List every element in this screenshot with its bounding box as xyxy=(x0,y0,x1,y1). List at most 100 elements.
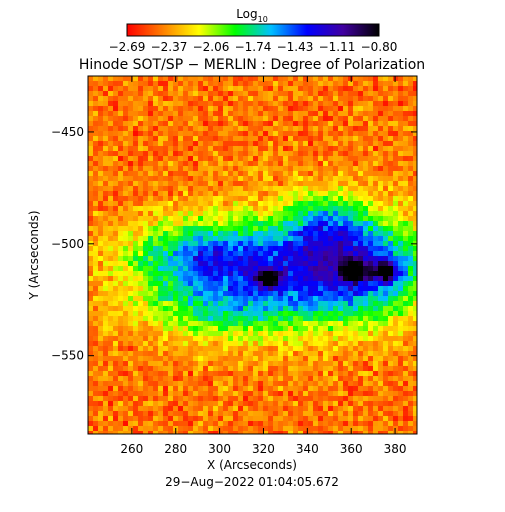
heatmap-cell xyxy=(283,206,288,211)
heatmap-cell xyxy=(88,261,93,266)
heatmap-cell xyxy=(133,411,138,416)
heatmap-cell xyxy=(328,246,333,251)
heatmap-cell xyxy=(288,116,293,121)
heatmap-cell xyxy=(168,176,173,181)
heatmap-cell xyxy=(163,231,168,236)
heatmap-cell xyxy=(128,261,133,266)
heatmap-cell xyxy=(208,381,213,386)
heatmap-cell xyxy=(178,301,183,306)
heatmap-cell xyxy=(88,196,93,201)
heatmap-cell xyxy=(273,321,278,326)
heatmap-cell xyxy=(308,426,313,431)
heatmap-cell xyxy=(168,261,173,266)
heatmap-cell xyxy=(178,336,183,341)
heatmap-cell xyxy=(293,206,298,211)
heatmap-cell xyxy=(338,376,343,381)
heatmap-cell xyxy=(228,76,233,81)
heatmap-cell xyxy=(193,381,198,386)
heatmap-cell xyxy=(203,321,208,326)
heatmap-cell xyxy=(408,246,413,251)
heatmap-cell xyxy=(193,251,198,256)
heatmap-cell xyxy=(188,231,193,236)
heatmap-cell xyxy=(273,381,278,386)
heatmap-cell xyxy=(233,321,238,326)
heatmap-cell xyxy=(238,381,243,386)
heatmap-cell xyxy=(333,296,338,301)
heatmap-cell xyxy=(98,146,103,151)
heatmap-cell xyxy=(228,161,233,166)
heatmap-cell xyxy=(143,76,148,81)
heatmap-cell xyxy=(353,251,358,256)
heatmap-cell xyxy=(313,421,318,426)
heatmap-cell xyxy=(263,361,268,366)
heatmap-cell xyxy=(373,386,378,391)
heatmap-cell xyxy=(348,206,353,211)
heatmap-cell xyxy=(263,241,268,246)
heatmap-cell xyxy=(383,236,388,241)
heatmap-cell xyxy=(333,81,338,86)
heatmap-cell xyxy=(183,306,188,311)
heatmap-cell xyxy=(223,256,228,261)
heatmap-cell xyxy=(343,411,348,416)
heatmap-cell xyxy=(303,196,308,201)
heatmap-cell xyxy=(318,91,323,96)
heatmap-cell xyxy=(383,301,388,306)
heatmap-cell xyxy=(293,211,298,216)
heatmap-cell xyxy=(183,331,188,336)
heatmap-cell xyxy=(318,181,323,186)
heatmap-cell xyxy=(333,356,338,361)
heatmap-cell xyxy=(343,341,348,346)
heatmap-cell xyxy=(168,366,173,371)
heatmap-cell xyxy=(348,156,353,161)
heatmap-cell xyxy=(113,321,118,326)
heatmap-cell xyxy=(103,176,108,181)
heatmap-cell xyxy=(103,246,108,251)
heatmap-cell xyxy=(243,326,248,331)
heatmap-cell xyxy=(413,201,417,206)
heatmap-cell xyxy=(238,216,243,221)
heatmap-cell xyxy=(213,156,218,161)
heatmap-cell xyxy=(103,171,108,176)
heatmap-cell xyxy=(183,411,188,416)
heatmap-cell xyxy=(163,176,168,181)
heatmap-cell xyxy=(338,146,343,151)
heatmap-cell xyxy=(288,386,293,391)
heatmap-cell xyxy=(333,136,338,141)
heatmap-cell xyxy=(243,386,248,391)
heatmap-cell xyxy=(228,196,233,201)
heatmap-cell xyxy=(148,266,153,271)
heatmap-cell xyxy=(358,86,363,91)
heatmap-cell xyxy=(143,111,148,116)
heatmap-cell xyxy=(358,156,363,161)
heatmap-cell xyxy=(293,406,298,411)
heatmap-cell xyxy=(318,426,323,431)
heatmap-cell xyxy=(298,406,303,411)
heatmap-cell xyxy=(398,386,403,391)
heatmap-cell xyxy=(358,336,363,341)
heatmap-cell xyxy=(208,431,213,434)
heatmap-cell xyxy=(333,106,338,111)
heatmap-cell xyxy=(313,201,318,206)
heatmap-cell xyxy=(378,221,383,226)
heatmap-cell xyxy=(253,196,258,201)
heatmap-cell xyxy=(298,296,303,301)
heatmap-cell xyxy=(253,161,258,166)
heatmap-cell xyxy=(173,96,178,101)
heatmap-cell xyxy=(408,141,413,146)
heatmap-cell xyxy=(303,391,308,396)
heatmap-cell xyxy=(253,166,258,171)
heatmap-cell xyxy=(248,321,253,326)
heatmap-cell xyxy=(343,186,348,191)
heatmap-cell xyxy=(123,396,128,401)
heatmap-cell xyxy=(398,281,403,286)
heatmap-cell xyxy=(308,151,313,156)
heatmap-cell xyxy=(183,236,188,241)
heatmap-cell xyxy=(403,141,408,146)
heatmap-cell xyxy=(113,361,118,366)
heatmap-cell xyxy=(303,251,308,256)
heatmap-cell xyxy=(373,361,378,366)
heatmap-cell xyxy=(348,411,353,416)
heatmap-cell xyxy=(273,326,278,331)
heatmap-cell xyxy=(398,81,403,86)
heatmap-cell xyxy=(293,376,298,381)
